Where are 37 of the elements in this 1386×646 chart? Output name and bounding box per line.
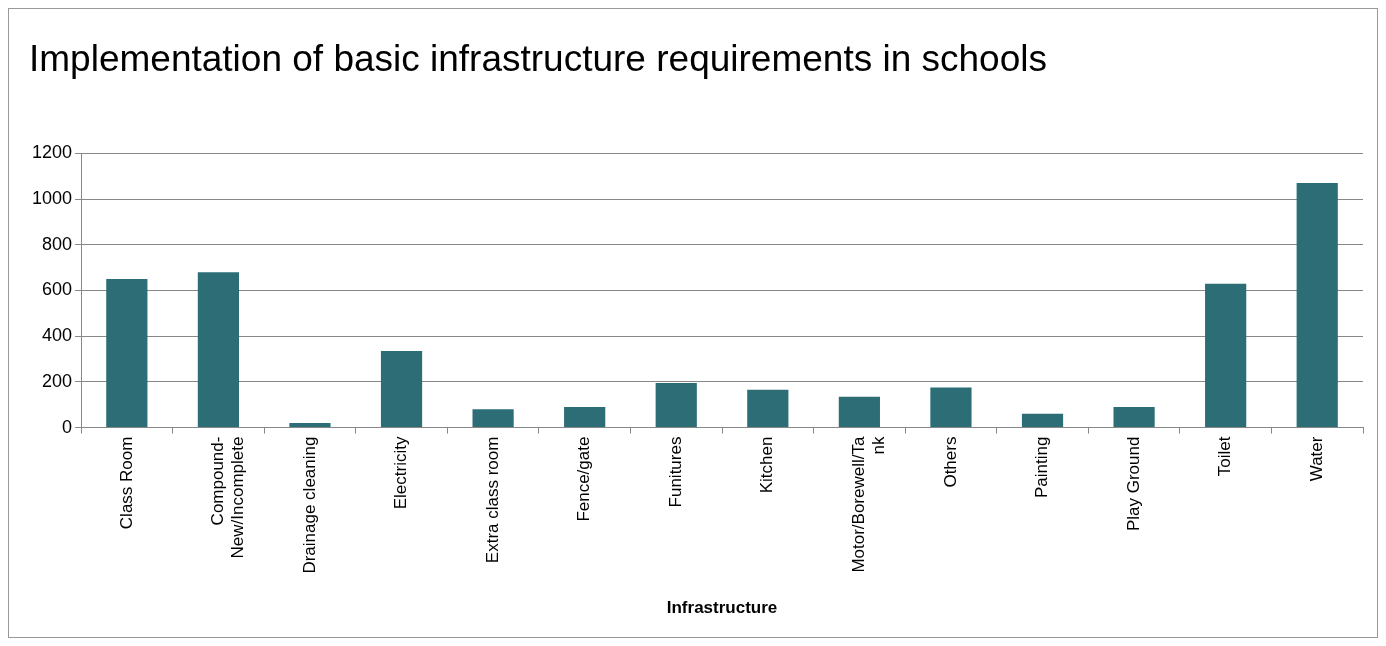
x-tick-label: Extra class room [482, 436, 502, 564]
x-tick-label: Fence/gate [574, 436, 594, 522]
bar [655, 383, 697, 428]
x-tick-label: Funitures [665, 436, 685, 508]
x-tick-label: Class Room [116, 436, 136, 530]
bar [838, 396, 880, 428]
x-tick-label: Kitchen [757, 436, 777, 494]
x-axis-title: Infrastructure [666, 598, 778, 618]
bar [1205, 283, 1247, 428]
y-tick-label: 0 [62, 416, 73, 437]
bar [197, 272, 239, 428]
y-tick-label: 600 [42, 279, 73, 300]
y-tick-label: 1000 [32, 188, 73, 209]
bar [1296, 183, 1338, 428]
y-tick-label: 800 [42, 233, 73, 254]
x-tick-label: Toilet [1215, 436, 1235, 477]
y-tick-label: 400 [42, 325, 73, 346]
x-tick-label: Play Ground [1123, 436, 1143, 532]
bar [1113, 407, 1155, 428]
bar [106, 279, 148, 428]
bar [472, 409, 514, 428]
chart-title: Implementation of basic infrastructure requirements in schools [29, 38, 1047, 80]
y-tick-label: 200 [42, 370, 73, 391]
bar [747, 389, 789, 428]
x-tick-label: Others [940, 436, 960, 488]
bar [380, 351, 423, 428]
x-tick-label: Painting [1032, 436, 1052, 498]
x-tick-label: Drainage cleaning [299, 436, 319, 574]
bar [930, 387, 972, 428]
bar [289, 422, 331, 428]
x-tick-label: Electricity [391, 436, 411, 510]
x-tick-label: Compound-New/Incomplete [208, 436, 248, 559]
x-tick-label: Water [1306, 436, 1326, 482]
x-tick-label: Motor/Borewell/Tank [849, 436, 889, 573]
bar [564, 407, 606, 428]
y-tick-label: 1200 [32, 142, 73, 163]
bar [1021, 413, 1064, 428]
